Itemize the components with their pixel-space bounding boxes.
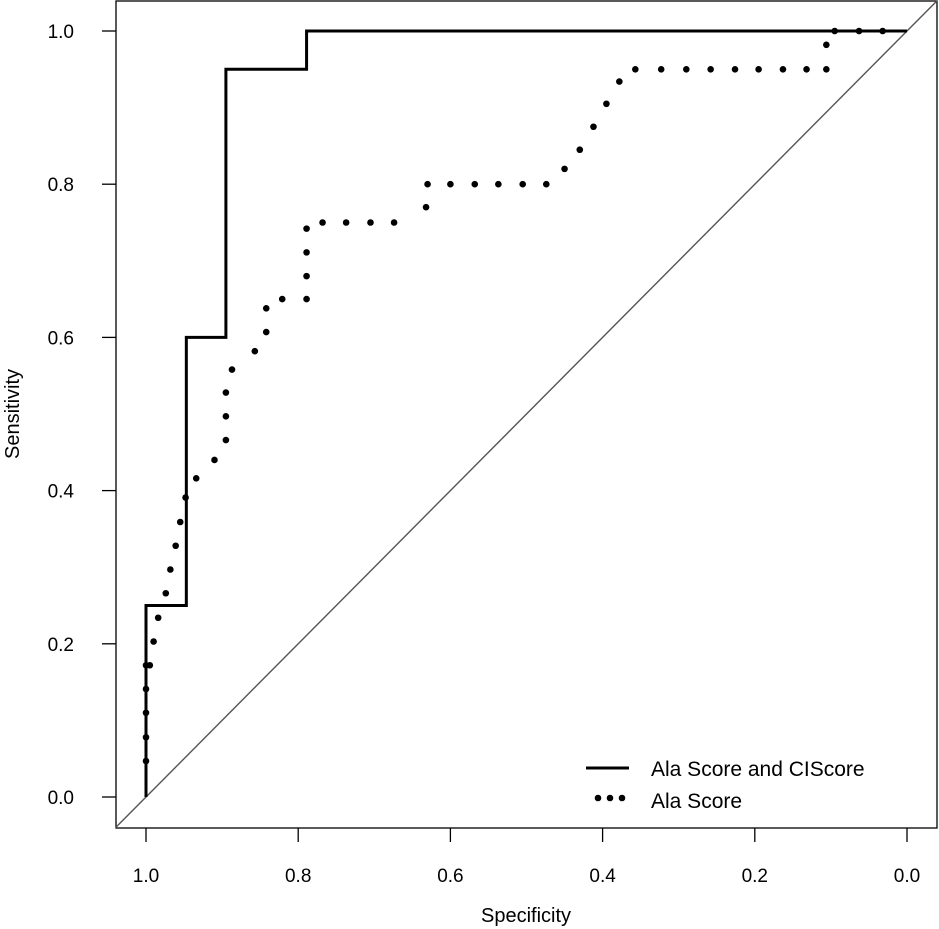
series-point-ala-score (367, 219, 374, 226)
series-point-ala-score (590, 123, 597, 131)
series-point-ala-score (342, 219, 350, 226)
series-point-ala-score (755, 66, 762, 73)
series-point-ala-score (561, 165, 568, 173)
series-point-ala-score (278, 295, 286, 303)
series-line-ala-score-and-ciscore (144, 29, 907, 797)
series-point-ala-score (519, 180, 526, 188)
series-point-ala-score (424, 180, 431, 188)
series-point-ala-score (823, 66, 830, 73)
series-point-ala-score (262, 304, 270, 312)
series-point-ala-score (222, 436, 230, 444)
legend-label-ala-score: Ala Score (651, 790, 742, 813)
series-point-ala-score (142, 709, 150, 717)
x-axis-label: Specificity (481, 905, 571, 927)
x-tick-label: 0.8 (285, 866, 311, 887)
series-point-ala-score (319, 219, 326, 226)
legend-label-ala-score-and-ciscore: Ala Score and CIScore (651, 758, 865, 781)
series-point-ala-score (303, 272, 310, 280)
reference-diagonal (115, 0, 938, 829)
series-point-ala-score (542, 180, 550, 188)
legend-dot (606, 794, 614, 802)
y-tick-label: 0.4 (48, 482, 75, 503)
legend-dot (618, 794, 626, 802)
series-point-ala-score (182, 494, 189, 501)
series-point-ala-score (228, 366, 236, 373)
series-point-ala-score (495, 180, 502, 188)
x-tick-label: 0.0 (894, 866, 920, 887)
series-point-ala-score (576, 146, 584, 154)
series-point-ala-score (616, 78, 623, 85)
series-point-ala-score (154, 614, 162, 622)
series-point-ala-score (142, 733, 150, 741)
y-tick-label: 0.6 (48, 328, 74, 349)
series-point-ala-score (855, 27, 863, 35)
x-tick-label: 1.0 (133, 866, 159, 887)
legend-dot (594, 794, 602, 802)
series-point-ala-score (303, 295, 310, 303)
series-point-ala-score (303, 225, 310, 232)
series-point-ala-score (779, 66, 787, 73)
series-point-ala-score (803, 66, 810, 73)
plot-frame (115, 0, 938, 829)
series-layer (142, 27, 907, 797)
series-point-ala-score (222, 389, 230, 396)
series-point-ala-score (222, 412, 230, 420)
y-tick-label: 0.2 (48, 635, 74, 656)
series-point-ala-score (142, 685, 150, 693)
series-point-ala-score (683, 66, 690, 73)
series-point-ala-score (390, 219, 398, 226)
series-point-ala-score (879, 27, 886, 35)
series-point-ala-score (707, 66, 714, 73)
x-axis-ticks: 1.0 0.8 0.6 0.4 0.2 0.0 (133, 828, 920, 887)
series-point-ala-score (262, 328, 270, 336)
series-point-ala-score (657, 66, 665, 73)
series-point-ala-score (150, 638, 157, 645)
series-point-ala-score (303, 249, 310, 256)
series-point-ala-score (192, 475, 200, 482)
legend-dotted-swatch (594, 794, 626, 802)
series-point-ala-score (632, 66, 639, 73)
series-point-ala-score (176, 518, 184, 526)
series-point-ala-score (146, 661, 154, 669)
series-point-ala-score (211, 456, 218, 464)
series-point-ala-score (731, 66, 739, 73)
legend: Ala Score and CIScore Ala Score (586, 758, 865, 813)
y-tick-label: 0.8 (48, 175, 74, 196)
series-point-ala-score (162, 589, 170, 597)
series-point-ala-score (471, 180, 479, 188)
series-point-ala-score (251, 347, 259, 355)
series-point-ala-score (142, 757, 150, 765)
x-tick-label: 0.2 (742, 866, 768, 887)
y-tick-label: 1.0 (48, 22, 74, 43)
x-tick-label: 0.4 (589, 866, 616, 887)
y-axis-label: Sensitivity (2, 369, 24, 459)
series-point-ala-score (603, 100, 610, 108)
y-axis-ticks: 0.0 0.2 0.4 0.6 0.8 1.0 (48, 22, 116, 809)
y-tick-label: 0.0 (48, 788, 74, 809)
series-point-ala-score (823, 41, 830, 49)
series-point-ala-score (422, 203, 430, 211)
series-point-ala-score (447, 180, 454, 188)
x-tick-label: 0.6 (437, 866, 463, 887)
series-point-ala-score (831, 27, 839, 35)
series-point-ala-score (172, 542, 179, 550)
series-point-ala-score (167, 566, 174, 573)
